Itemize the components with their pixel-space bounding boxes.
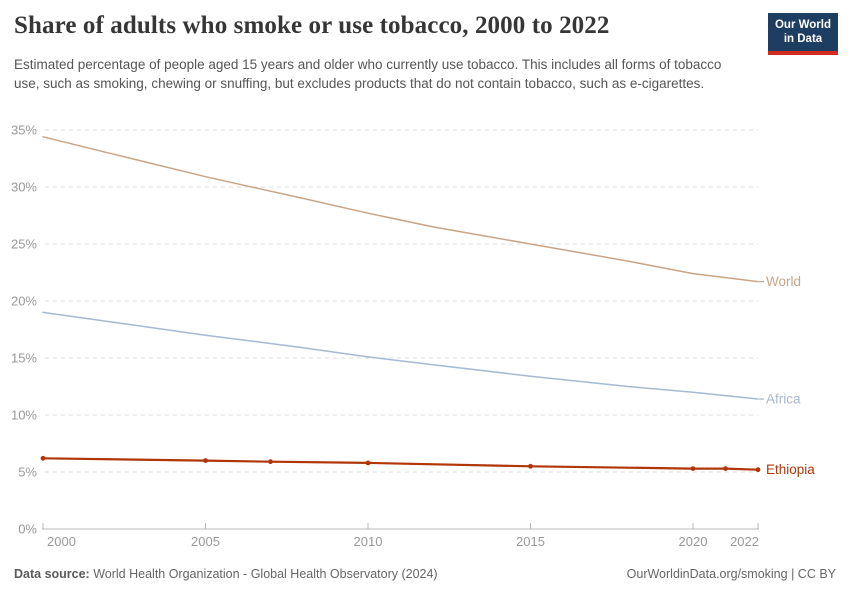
- y-axis-label-20: 20%: [11, 294, 37, 309]
- x-axis-label-2020: 2020: [679, 534, 708, 549]
- data-source: Data source: World Health Organization -…: [14, 567, 438, 581]
- line-africa[interactable]: [42, 311, 759, 400]
- y-axis-label-35: 35%: [11, 123, 37, 138]
- y-axis-label-10: 10%: [11, 408, 37, 423]
- y-axis-label-5: 5%: [18, 465, 37, 480]
- marker-ethiopia-2007[interactable]: [268, 459, 273, 465]
- data-source-label: Data source:: [14, 567, 90, 581]
- owid-logo-line1: Our World: [774, 19, 831, 31]
- chart-footer: Data source: World Health Organization -…: [14, 567, 836, 581]
- series-label-ethiopia[interactable]: Ethiopia: [766, 462, 815, 477]
- marker-ethiopia-2010[interactable]: [365, 460, 371, 466]
- page-title: Share of adults who smoke or use tobacco…: [14, 12, 610, 39]
- data-source-text: World Health Organization - Global Healt…: [93, 567, 438, 581]
- owid-url-link[interactable]: OurWorldinData.org/smoking: [626, 567, 788, 581]
- license-cc-by[interactable]: CC BY: [797, 567, 836, 581]
- series-label-africa[interactable]: Africa: [766, 392, 801, 407]
- x-axis-label-2015: 2015: [516, 534, 545, 549]
- attribution-separator: |: [787, 567, 798, 581]
- chart-subtitle: Estimated percentage of people aged 15 y…: [14, 57, 722, 92]
- marker-ethiopia-2022[interactable]: [755, 467, 761, 473]
- y-axis-label-0: 0%: [18, 522, 37, 537]
- x-axis-label-2000: 2000: [47, 534, 76, 549]
- y-axis-label-30: 30%: [11, 180, 37, 195]
- attribution: OurWorldinData.org/smoking | CC BY: [627, 567, 836, 581]
- marker-ethiopia-2000[interactable]: [40, 455, 46, 461]
- marker-ethiopia-2005[interactable]: [203, 458, 208, 463]
- line-world[interactable]: [42, 136, 759, 283]
- marker-ethiopia-2021[interactable]: [723, 466, 728, 471]
- x-axis-label-2010: 2010: [354, 534, 383, 549]
- line-ethiopia[interactable]: [41, 457, 760, 471]
- marker-ethiopia-2015[interactable]: [528, 463, 533, 469]
- y-axis-label-25: 25%: [11, 237, 37, 252]
- owid-logo-line2: in Data: [783, 33, 823, 46]
- y-axis-label-15: 15%: [11, 351, 37, 366]
- marker-ethiopia-2020[interactable]: [690, 466, 696, 471]
- owid-logo[interactable]: Our World in Data: [768, 13, 838, 55]
- series-label-world[interactable]: World: [766, 274, 801, 289]
- x-axis-label-2005: 2005: [191, 534, 220, 549]
- x-axis-label-2022: 2022: [730, 534, 759, 549]
